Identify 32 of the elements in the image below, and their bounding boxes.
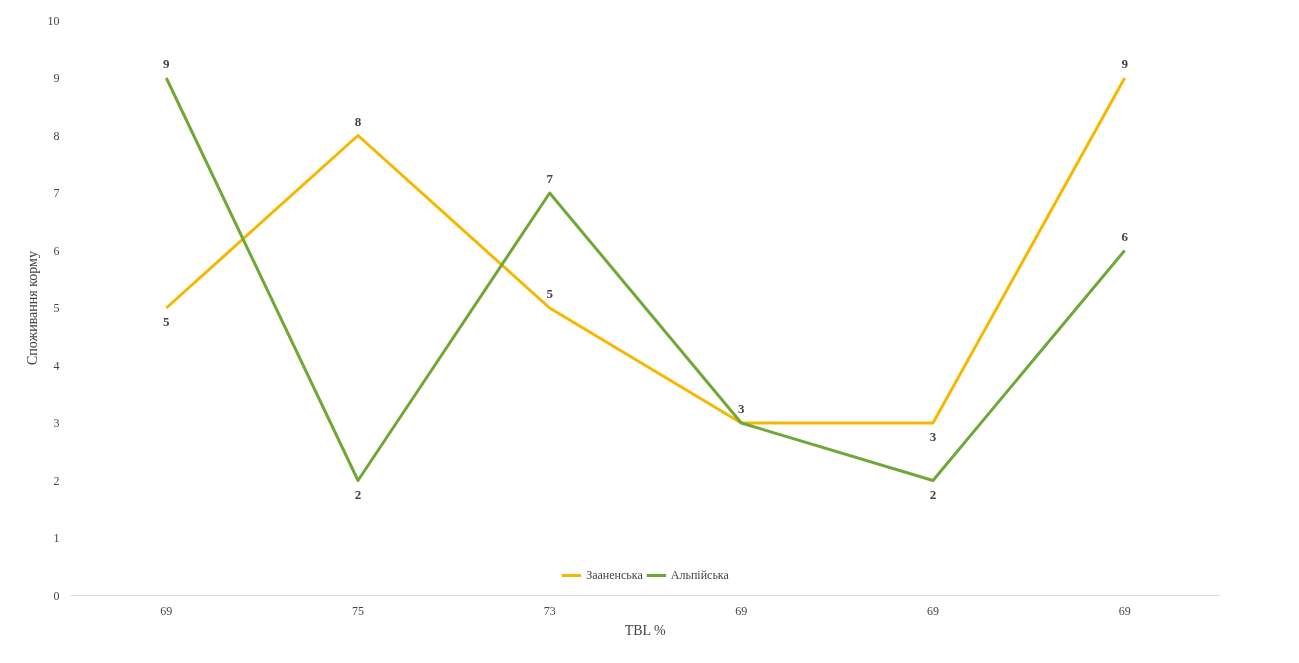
y-tick-label: 2: [53, 473, 60, 488]
data-label: 5: [546, 286, 554, 301]
x-tick-label: 75: [352, 603, 364, 618]
data-label: 3: [738, 401, 746, 416]
x-tick-label: 69: [1118, 603, 1131, 618]
x-tick-label: 73: [543, 603, 556, 618]
data-label: 5: [163, 314, 171, 329]
data-label: 9: [163, 56, 171, 71]
legend-label: Зааненська: [586, 567, 643, 583]
y-tick-label: 6: [53, 243, 60, 258]
y-tick-label: 4: [53, 358, 60, 373]
y-tick-label: 1: [53, 531, 60, 545]
data-label: 3: [929, 429, 937, 444]
y-tick-label: 9: [53, 71, 60, 85]
y-axis-title: Споживання корму: [24, 251, 40, 365]
x-axis-title: TBL %: [624, 622, 667, 638]
x-tick-label: 69: [160, 603, 173, 618]
legend-label: Альпійська: [670, 567, 729, 583]
data-label: 2: [354, 486, 362, 502]
x-tick-label: 69: [927, 603, 939, 618]
y-tick-label: 7: [53, 186, 60, 200]
y-tick-label: 8: [53, 128, 60, 143]
data-label: 7: [546, 171, 554, 186]
y-tick-label: 3: [53, 416, 60, 430]
data-label: 9: [1121, 56, 1129, 71]
data-label: 2: [929, 486, 937, 502]
y-tick-label: 10: [47, 13, 60, 28]
x-tick-label: 69: [735, 603, 748, 618]
y-tick-label: 0: [53, 588, 60, 603]
y-tick-label: 5: [53, 301, 60, 315]
data-label: 8: [354, 113, 362, 129]
data-label: 6: [1121, 228, 1129, 244]
